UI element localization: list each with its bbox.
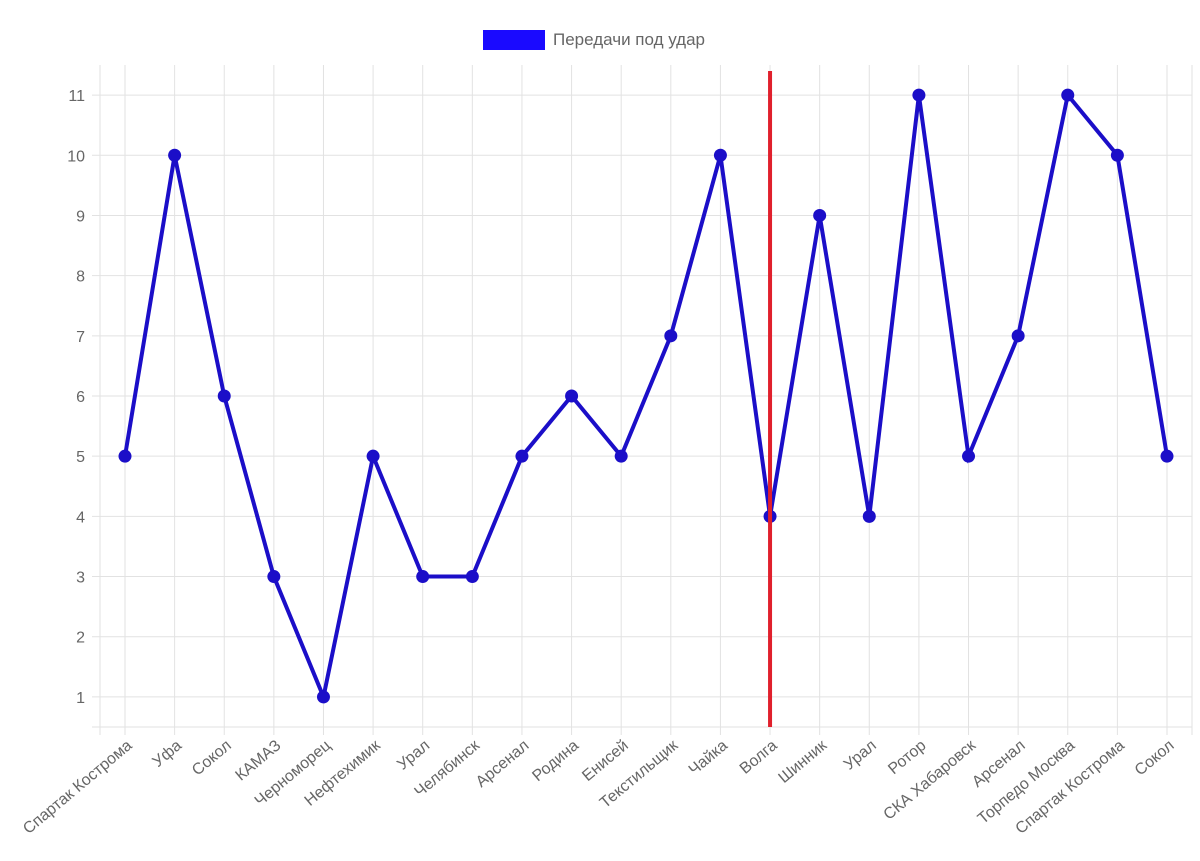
x-tick-label: Ротор	[885, 737, 929, 778]
x-tick-label: Родина	[529, 737, 582, 785]
legend-label: Передачи под удар	[553, 30, 705, 49]
x-tick-label: Сокол	[1132, 737, 1178, 779]
y-axis-ticks: 1 2 3 4 5 6 7 8 9 10 11	[67, 88, 85, 707]
x-tick-label: Спартак Кострома	[20, 737, 135, 838]
legend-swatch	[483, 30, 545, 50]
y-tick-label: 1	[76, 690, 85, 707]
x-tick-label: Урал	[394, 737, 433, 774]
x-axis-ticks: Спартак Кострома Уфа СоколКАМАЗЧерноморецН…	[20, 736, 1177, 837]
data-point	[1011, 329, 1025, 343]
y-tick-label: 6	[76, 389, 85, 406]
y-tick-label: 3	[76, 570, 85, 587]
data-point	[912, 88, 926, 102]
data-point	[614, 449, 628, 463]
y-tick-label: 8	[76, 269, 85, 286]
data-point	[366, 449, 380, 463]
legend[interactable]: Передачи под удар	[483, 30, 705, 50]
x-tick-label: СКА Хабаровск	[881, 736, 980, 823]
x-tick-label: Урал	[841, 737, 880, 774]
data-point	[565, 389, 579, 403]
x-tick-label: Арсенал	[473, 737, 533, 791]
x-tick-label: Шинник	[775, 736, 831, 786]
data-point	[664, 329, 678, 343]
data-point	[465, 570, 479, 584]
data-point	[267, 570, 281, 584]
data-point	[713, 148, 727, 162]
data-point	[862, 509, 876, 523]
x-tick-label: Чайка	[686, 737, 731, 779]
x-tick-label: Сокол	[189, 737, 235, 779]
y-tick-label: 5	[76, 449, 85, 466]
x-tick-label: Уфа	[150, 737, 186, 771]
y-tick-label: 7	[76, 329, 85, 346]
data-point	[1110, 148, 1124, 162]
data-point	[515, 449, 529, 463]
data-point	[168, 148, 182, 162]
grid	[92, 65, 1193, 735]
y-tick-label: 10	[67, 148, 85, 165]
x-tick-label: Волга	[737, 737, 781, 778]
data-point	[416, 570, 430, 584]
data-point	[118, 449, 132, 463]
y-tick-label: 11	[68, 88, 85, 105]
y-tick-label: 9	[76, 208, 85, 225]
y-tick-label: 2	[76, 630, 85, 647]
data-point	[217, 389, 231, 403]
data-point	[813, 208, 827, 222]
data-point	[962, 449, 976, 463]
series-line	[123, 90, 1169, 704]
y-tick-label: 4	[76, 509, 85, 526]
data-point	[316, 690, 330, 704]
series-layer	[118, 88, 1174, 704]
data-point	[1061, 88, 1075, 102]
data-point	[1160, 449, 1174, 463]
